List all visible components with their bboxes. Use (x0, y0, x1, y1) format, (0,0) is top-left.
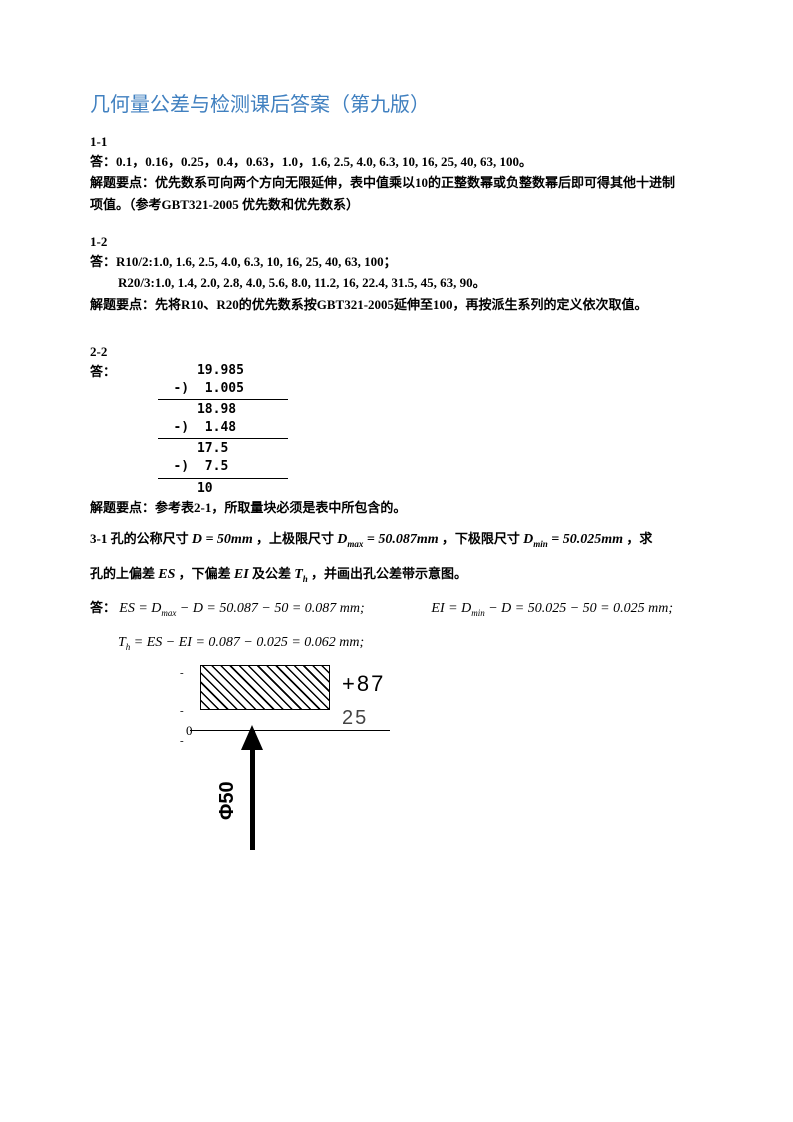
text: 及公差 (252, 566, 291, 581)
q1-2-answer-1: 答：R10/2:1.0, 1.6, 2.5, 4.0, 6.3, 10, 16,… (90, 252, 703, 272)
arrow-shaft (250, 730, 255, 850)
formula-d: D = 50mm (192, 532, 253, 547)
q2-2-answer-label: 答： (90, 362, 150, 498)
text: ，并画出孔公差带示意图。 (311, 566, 467, 581)
text: ，下偏差 (179, 566, 231, 581)
formula-ei-label: EI (234, 567, 249, 582)
q3-1-line2: 孔的上偏差 ES ，下偏差 EI 及公差 Th ，并画出孔公差带示意图。 (90, 564, 703, 586)
calc-divider (158, 478, 288, 479)
calc-divider (158, 399, 288, 400)
calculation-table: 19.985 -) 1.005 18.98 -) 1.48 17.5 -) 7.… (150, 362, 288, 498)
text: ，上极限尺寸 (256, 531, 334, 546)
q3-1-line1: 3-1 孔的公称尺寸 D = 50mm ，上极限尺寸 Dmax = 50.087… (90, 529, 703, 551)
q1-1-answer: 答：0.1，0.16，0.25，0.4，0.63，1.0，1.6, 2.5, 4… (90, 152, 703, 172)
q3-1-answer-es: 答： ES = Dmax − D = 50.087 − 50 = 0.087 m… (90, 598, 703, 620)
formula-dmin: Dmin = 50.025mm (523, 532, 623, 547)
q1-1-header: 1-1 (90, 132, 703, 152)
calc-row: 10 (150, 480, 288, 498)
text: ，下极限尺寸 (442, 531, 520, 546)
q2-2-explain: 解题要点：参考表2-1，所取量块必须是表中所包含的。 (90, 498, 703, 518)
calc-row: 19.985 (150, 362, 288, 380)
calc-row: 18.98 (150, 401, 288, 419)
q1-2-answer-2: R20/3:1.0, 1.4, 2.0, 2.8, 4.0, 5.6, 8.0,… (90, 273, 703, 293)
formula-ei: EI = Dmin − D = 50.025 − 50 = 0.025 mm; (431, 601, 673, 616)
dash-mark: - (180, 665, 184, 682)
q2-2-header: 2-2 (90, 342, 703, 362)
label-lower-deviation: 25 (342, 703, 368, 733)
calc-row: -) 1.48 (150, 419, 288, 437)
formula-th: Th = ES − EI = 0.087 − 0.025 = 0.062 mm; (118, 635, 364, 650)
formula-es-label: ES (158, 567, 175, 582)
calc-row: 17.5 (150, 440, 288, 458)
label-zero: 0 (186, 721, 193, 741)
q1-2-header: 1-2 (90, 232, 703, 252)
page-title: 几何量公差与检测课后答案（第九版） (90, 90, 703, 120)
q1-2-explain: 解题要点：先将R10、R20的优先数系按GBT321-2005延伸至100，再按… (90, 295, 703, 315)
tolerance-zone-rect (200, 665, 330, 710)
tolerance-diagram: - - - +87 25 0 Φ50 (150, 665, 430, 885)
text: 孔的上偏差 (90, 566, 155, 581)
q3-1-answer-th: Th = ES − EI = 0.087 − 0.025 = 0.062 mm; (90, 632, 703, 654)
calc-row: -) 7.5 (150, 458, 288, 476)
calc-row: -) 1.005 (150, 380, 288, 398)
calc-divider (158, 438, 288, 439)
label-upper-deviation: +87 (342, 667, 385, 700)
q1-1-explain-2: 项值。（参考GBT321-2005 优先数和优先数系） (90, 195, 703, 215)
dash-mark: - (180, 733, 184, 750)
answer-label: 答： (90, 600, 116, 615)
formula-th-label: Th (294, 567, 308, 582)
q1-1-explain-1: 解题要点：优先数系可向两个方向无限延伸，表中值乘以10的正整数幂或负整数幂后即可… (90, 173, 703, 193)
phi-dimension-label: Φ50 (212, 781, 242, 820)
text: 3-1 孔的公称尺寸 (90, 531, 189, 546)
formula-dmax: Dmax = 50.087mm (337, 532, 438, 547)
formula-es: ES = Dmax − D = 50.087 − 50 = 0.087 mm; (119, 601, 368, 616)
text: ，求 (626, 531, 652, 546)
zero-baseline (190, 730, 390, 732)
dash-mark: - (180, 703, 184, 720)
